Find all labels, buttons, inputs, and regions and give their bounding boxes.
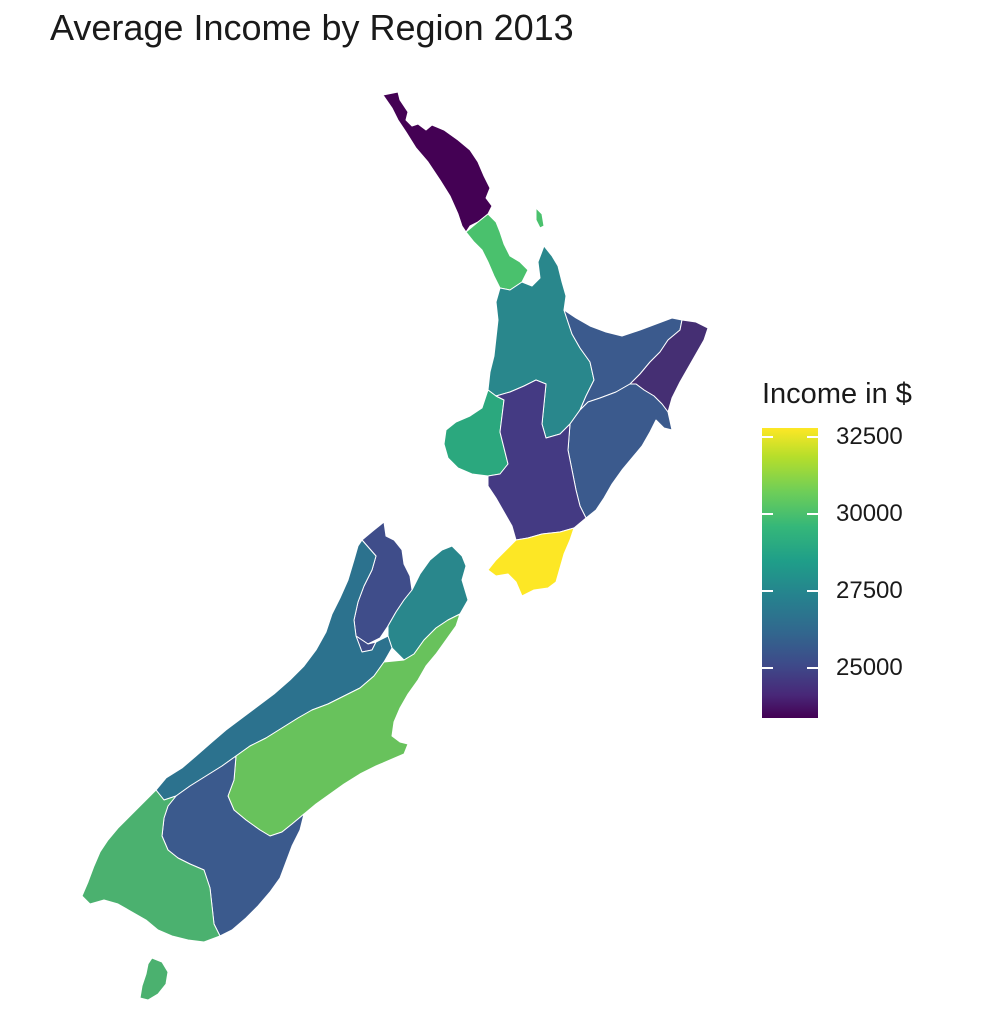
legend-tick	[762, 590, 773, 592]
legend-title: Income in $	[762, 378, 912, 410]
legend-tick-label: 30000	[836, 500, 903, 527]
legend-tick	[807, 590, 818, 592]
region-southland	[81, 789, 221, 943]
legend-tick	[762, 667, 773, 669]
region-canterbury	[227, 613, 461, 837]
region-auckland	[465, 213, 529, 291]
legend-tick	[807, 667, 818, 669]
region-stewart-island	[139, 957, 169, 1001]
legend-tick	[807, 513, 818, 515]
legend-tick	[807, 436, 818, 438]
legend-colorbar	[762, 428, 818, 718]
region-northland	[382, 91, 493, 233]
legend-tick-label: 27500	[836, 577, 903, 604]
chart-title: Average Income by Region 2013	[50, 7, 574, 48]
legend-tick-label: 32500	[836, 423, 903, 450]
legend-tick	[762, 513, 773, 515]
legend-tick-label: 25000	[836, 654, 903, 681]
region-wellington	[487, 527, 575, 597]
region-taranaki	[443, 389, 509, 477]
region-great-barrier-island	[535, 207, 545, 229]
legend-tick	[762, 436, 773, 438]
